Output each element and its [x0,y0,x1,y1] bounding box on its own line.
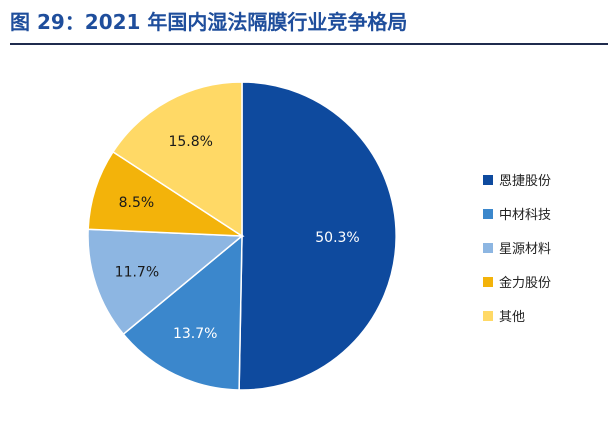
pie-slice-2 [122,234,243,391]
slice-label-1: 50.3% [315,230,359,246]
legend-swatch-2 [483,209,493,219]
legend-label-4: 金力股份 [499,275,551,291]
legend-label-1: 恩捷股份 [499,174,551,189]
pie-slice-5 [111,81,243,238]
pie-slice-3 [87,228,244,336]
legend-swatch-3 [483,243,493,253]
legend-label-3: 星源材料 [499,242,551,257]
legend-label-2: 中材科技 [499,208,551,223]
title-underline [10,43,608,45]
legend-swatch-5 [483,311,493,321]
slice-label-5: 15.8% [168,134,212,150]
slice-labels: 50.3% 13.7% 11.7% 8.5% 15.8% [115,134,360,342]
legend-swatch-4 [483,277,493,287]
slice-label-2: 13.7% [173,326,217,342]
slice-label-3: 11.7% [115,264,159,280]
pie-slice-1 [238,81,397,391]
slice-label-4: 8.5% [119,195,155,211]
pie-slices [87,81,397,391]
legend-label-5: 其他 [499,310,525,325]
legend-swatch-1 [483,175,493,185]
figure-title: 图 29：2021 年国内湿法隔膜行业竞争格局 [10,10,408,34]
